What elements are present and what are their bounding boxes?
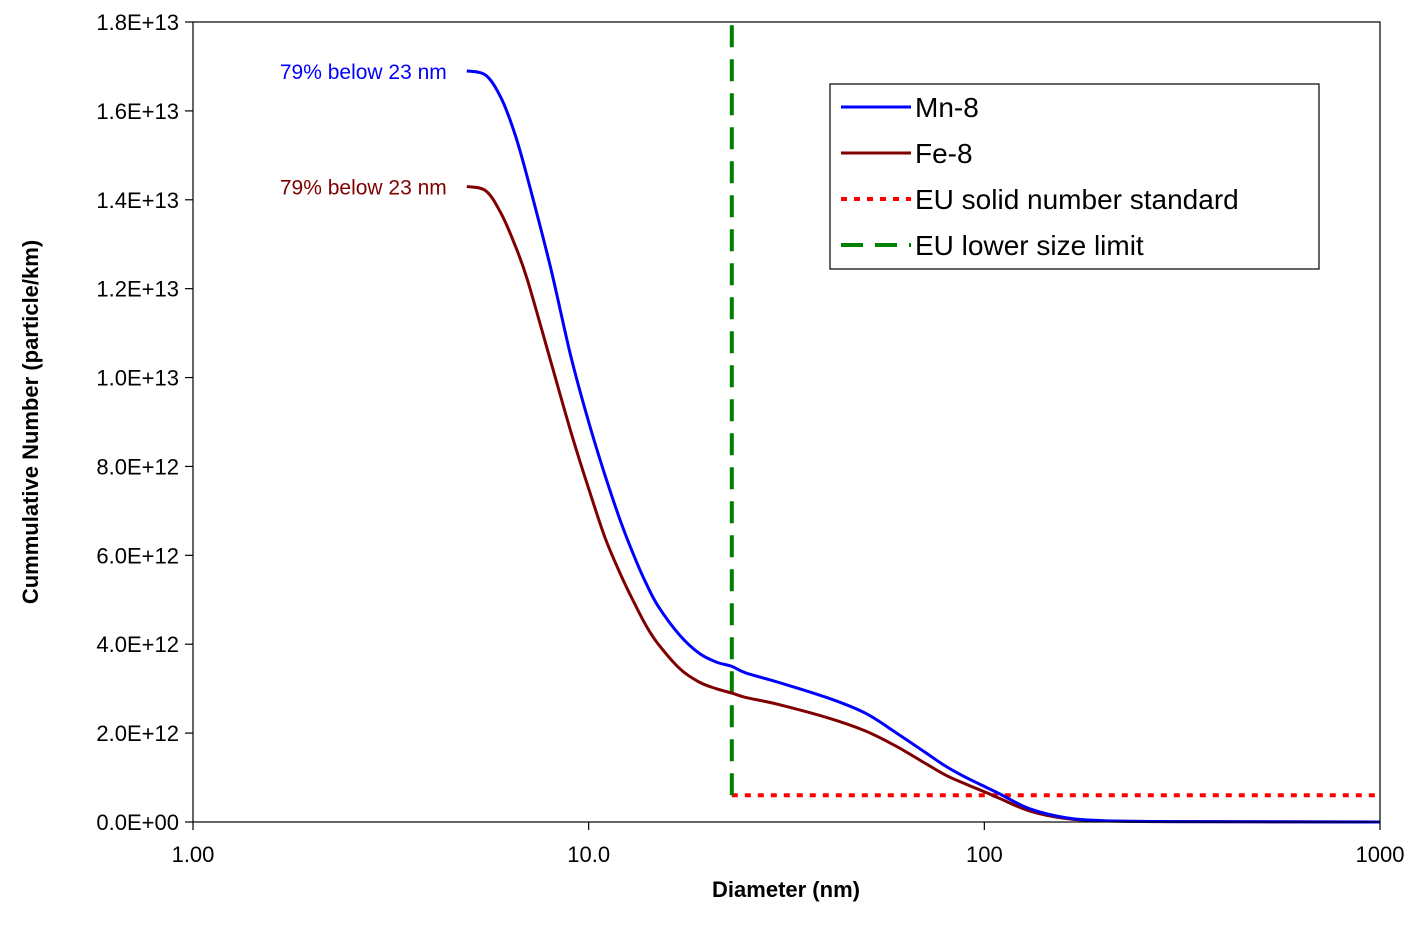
series-line-fe-8 — [466, 184, 1381, 824]
y-tick-label: 2.0E+12 — [96, 721, 179, 746]
y-tick-label: 0.0E+00 — [96, 810, 179, 835]
y-tick-label: 1.4E+13 — [96, 188, 179, 213]
y-tick-label: 1.2E+13 — [96, 277, 179, 302]
y-axis-ticks: 0.0E+00 2.0E+12 4.0E+12 6.0E+12 8.0E+12 1.0E+… — [96, 10, 193, 835]
y-tick-label: 1.8E+13 — [96, 10, 179, 35]
x-axis-title: Diameter (nm) — [712, 877, 860, 902]
legend-label: Fe-8 — [915, 138, 973, 169]
plot-area-frame — [192, 21, 1381, 823]
legend-label: EU lower size limit — [915, 230, 1144, 261]
y-tick-label: 6.0E+12 — [96, 543, 179, 568]
annotations: 79% below 23 nm 79% below 23 nm — [280, 61, 447, 200]
legend-label: Mn-8 — [915, 92, 979, 123]
annotation-label: 79% below 23 nm — [280, 61, 447, 84]
plot-lines — [466, 22, 1381, 824]
x-tick-label: 100 — [966, 842, 1003, 867]
legend-label: EU solid number standard — [915, 184, 1239, 215]
legend-items: Mn-8 Fe-8 EU solid number standard EU lower… — [841, 92, 1239, 261]
y-axis-title: Cummulative Number (particle/km) — [18, 240, 43, 604]
y-tick-label: 8.0E+12 — [96, 454, 179, 479]
x-tick-label: 1000 — [1356, 842, 1405, 867]
legend-box — [829, 83, 1320, 270]
annotation-label: 79% below 23 nm — [280, 176, 447, 199]
x-tick-label: 1.00 — [172, 842, 215, 867]
x-tick-label: 10.0 — [567, 842, 610, 867]
x-axis-ticks: 1.00 10.0 100 1000 — [172, 822, 1405, 867]
legend: Mn-8 Fe-8 EU solid number standard EU lower… — [829, 83, 1320, 270]
series-line-mn-8 — [466, 69, 1381, 824]
y-tick-label: 1.6E+13 — [96, 99, 179, 124]
y-tick-label: 4.0E+12 — [96, 632, 179, 657]
y-tick-label: 1.0E+13 — [96, 366, 179, 391]
